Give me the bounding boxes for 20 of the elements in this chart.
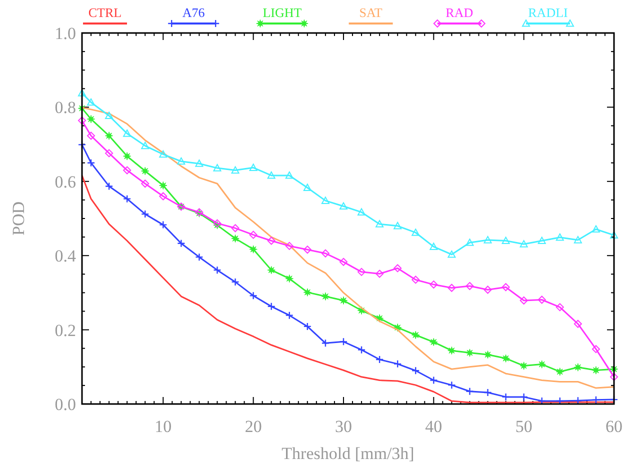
x-tick-label: 60 [606, 417, 622, 436]
x-tick-label: 10 [154, 417, 172, 436]
text: SAT [359, 5, 382, 20]
x-axis-title: Threshold [mm/3h] [282, 444, 414, 463]
text: A76 [182, 5, 206, 20]
y-tick-label: 1.0 [54, 24, 76, 43]
text: CTRL [88, 5, 122, 20]
y-tick-label: 0.4 [54, 246, 76, 266]
text: RADLI [528, 5, 568, 20]
x-tick-label: 20 [244, 417, 262, 436]
x-tick-label: 40 [425, 417, 442, 436]
x-tick-label: 30 [334, 417, 352, 436]
x-tick-label: 50 [515, 417, 532, 436]
text: LIGHT [262, 5, 302, 20]
y-tick-label: 0.6 [54, 172, 76, 192]
y-tick-label: 0.8 [54, 98, 76, 118]
text: RAD [446, 5, 474, 20]
y-tick-label: 0.0 [54, 394, 76, 414]
y-tick-label: 0.2 [54, 320, 76, 340]
y-axis-title: POD [9, 201, 28, 236]
